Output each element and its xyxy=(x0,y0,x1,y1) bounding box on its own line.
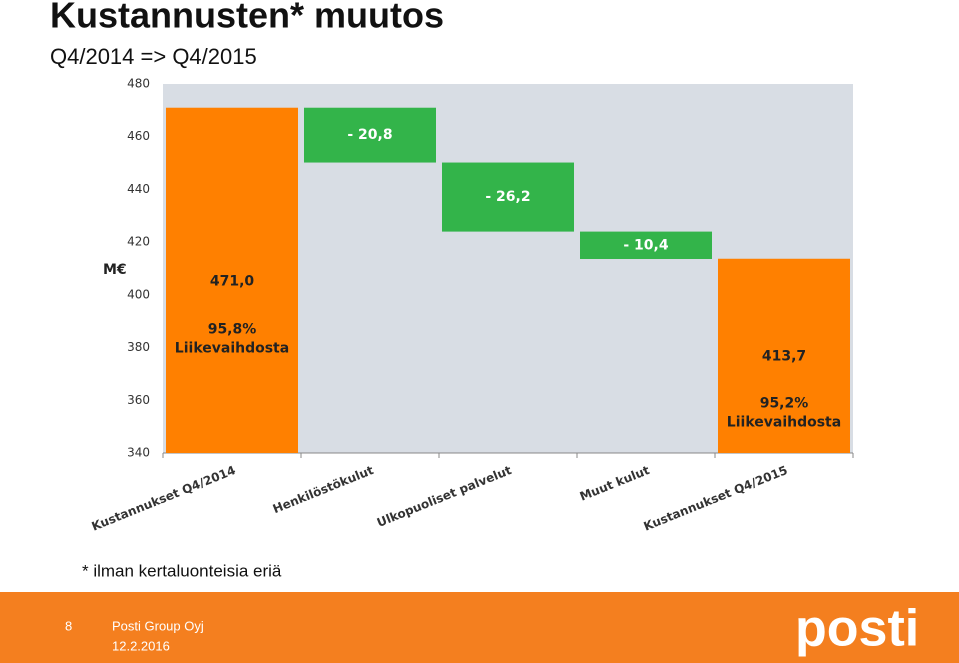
bar xyxy=(442,162,574,232)
y-tick-label: 400 xyxy=(127,287,150,301)
date: 12.2.2016 xyxy=(112,638,170,653)
subtitle: Q4/2014 => Q4/2015 xyxy=(50,44,257,69)
bar xyxy=(166,107,298,453)
y-tick-label: 340 xyxy=(127,446,150,460)
y-tick-label: 480 xyxy=(127,77,150,91)
y-axis-label: M€ xyxy=(103,262,127,278)
annotation: Liikevaihdosta xyxy=(727,415,841,431)
page-number: 8 xyxy=(65,618,72,633)
value-label: 471,0 xyxy=(210,274,255,290)
y-tick-label: 460 xyxy=(127,129,150,143)
company: Posti Group Oyj xyxy=(112,618,204,633)
annotation: 95,8% xyxy=(208,322,257,338)
footnote: * ilman kertaluonteisia eriä xyxy=(82,561,282,580)
footer-band xyxy=(0,592,959,663)
y-tick-label: 440 xyxy=(127,182,150,196)
y-tick-label: 380 xyxy=(127,340,150,354)
y-tick-label: 360 xyxy=(127,393,150,407)
logo: posti xyxy=(795,600,919,658)
annotation: Liikevaihdosta xyxy=(175,341,289,357)
value-label: - 20,8 xyxy=(347,127,392,143)
bar xyxy=(304,107,436,163)
value-label: 413,7 xyxy=(762,349,806,365)
value-label: - 10,4 xyxy=(623,237,668,253)
y-tick-label: 420 xyxy=(127,235,150,249)
bar xyxy=(718,258,850,453)
bar xyxy=(580,231,712,260)
title: Kustannusten* muutos xyxy=(50,0,444,36)
value-label: - 26,2 xyxy=(485,189,530,205)
annotation: 95,2% xyxy=(760,396,809,412)
